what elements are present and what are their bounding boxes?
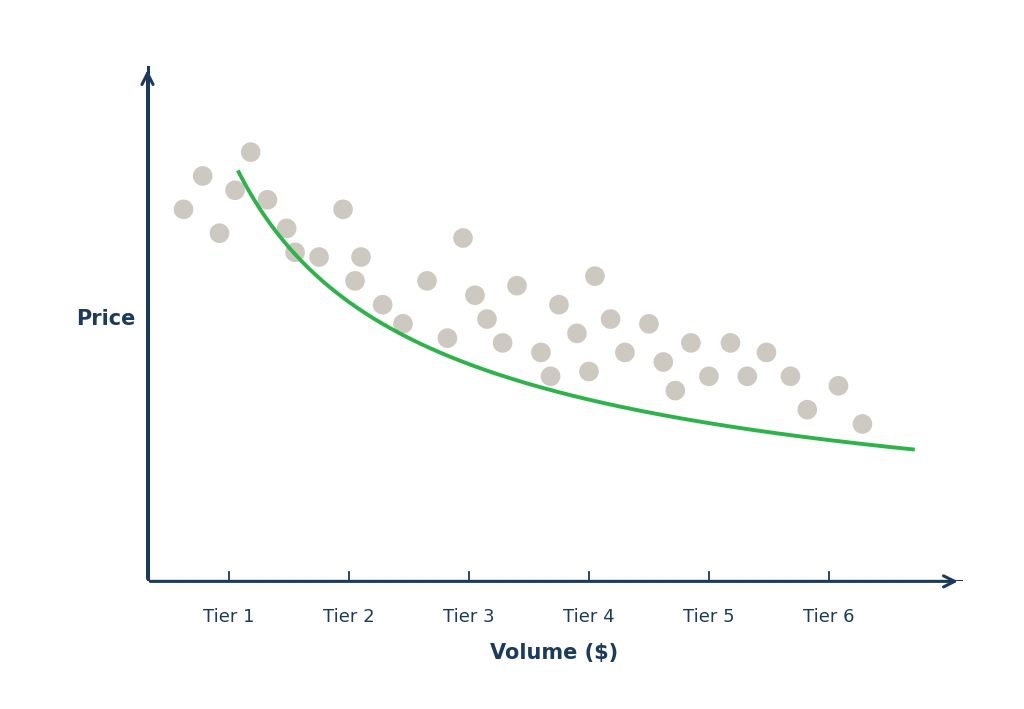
Point (335, 203, 351, 215)
Point (439, 333, 456, 344)
Point (722, 337, 738, 349)
Point (641, 318, 657, 330)
Point (211, 228, 227, 239)
Point (854, 418, 870, 430)
Point (568, 328, 585, 339)
Point (195, 170, 211, 182)
Point (243, 147, 259, 158)
Text: Tier 2: Tier 2 (324, 608, 375, 625)
Point (479, 313, 496, 325)
Point (616, 347, 633, 358)
Point (259, 194, 275, 206)
Text: Volume ($): Volume ($) (490, 643, 618, 664)
Point (347, 275, 364, 286)
Text: Tier 6: Tier 6 (803, 608, 855, 625)
Point (739, 371, 756, 382)
Point (683, 337, 699, 349)
Point (830, 380, 847, 391)
Point (532, 347, 549, 358)
Point (543, 371, 559, 382)
Text: Tier 1: Tier 1 (204, 608, 255, 625)
Point (395, 318, 412, 330)
Point (655, 357, 672, 368)
Text: Price: Price (76, 309, 135, 329)
Point (311, 252, 328, 263)
Point (581, 366, 597, 377)
Point (375, 299, 391, 311)
Point (175, 203, 191, 215)
Point (551, 299, 567, 311)
Point (419, 275, 435, 286)
Point (667, 385, 683, 396)
Point (287, 247, 303, 258)
Point (509, 280, 525, 291)
Point (759, 347, 775, 358)
Point (455, 233, 471, 244)
Text: Tier 4: Tier 4 (563, 608, 614, 625)
Point (700, 371, 717, 382)
Point (587, 270, 603, 281)
Point (353, 252, 370, 263)
Point (227, 184, 244, 196)
Point (799, 404, 815, 415)
Text: Tier 3: Tier 3 (443, 608, 495, 625)
Text: Tier 5: Tier 5 (683, 608, 734, 625)
Point (782, 371, 799, 382)
Point (467, 289, 483, 301)
Point (602, 313, 618, 325)
Point (279, 223, 295, 234)
Point (495, 337, 511, 349)
